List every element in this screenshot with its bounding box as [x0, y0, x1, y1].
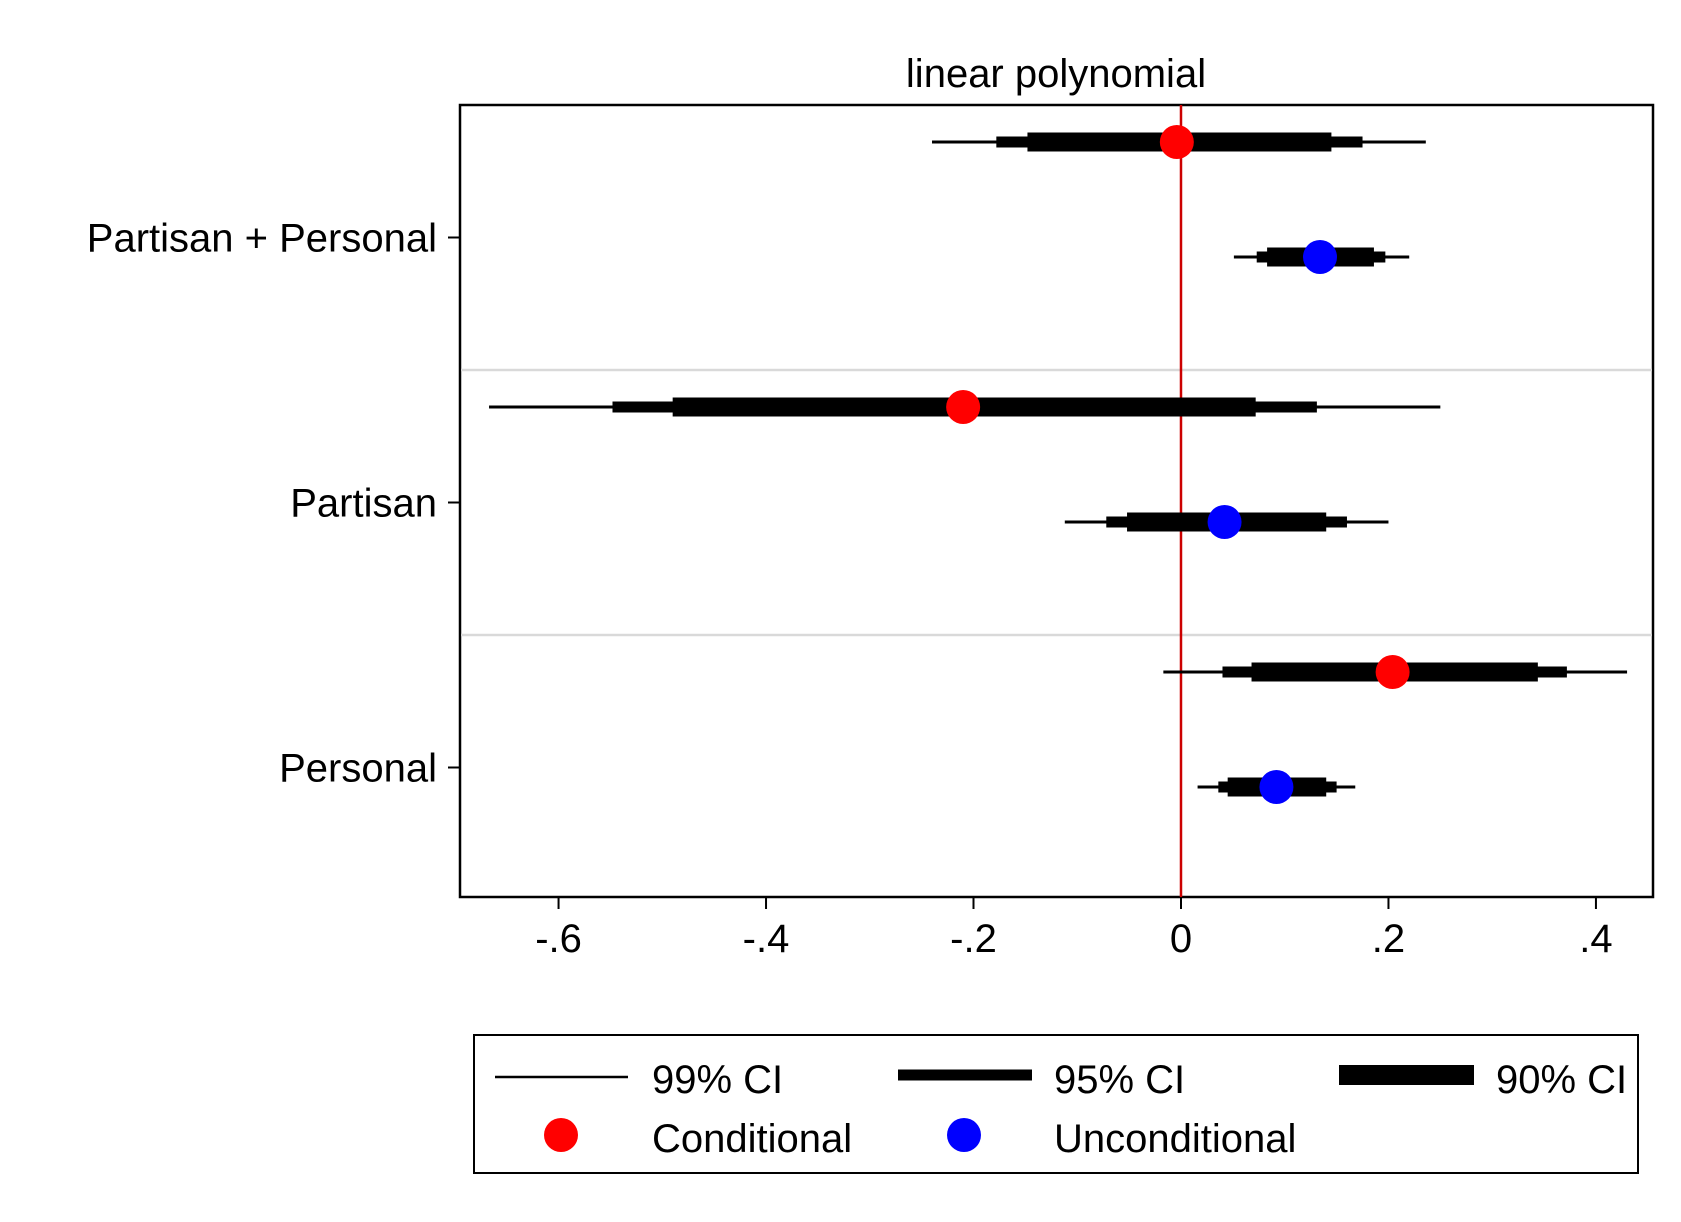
point-estimate-partisan-unconditional [1207, 505, 1242, 539]
x-tick-label: 0 [1170, 917, 1192, 961]
legend-conditional-label: Conditional [652, 1117, 852, 1161]
legend-99ci-label: 99% CI [652, 1058, 783, 1102]
y-tick-label-partisan-personal: Partisan + Personal [87, 217, 437, 261]
x-tick-label: -.4 [743, 917, 790, 961]
estimates-layer [489, 125, 1628, 804]
legend: 99% CI 95% CI 90% CI Conditional Uncondi… [473, 1034, 1639, 1174]
point-estimate-partisan-personal-conditional [1159, 125, 1194, 159]
point-estimate-personal-conditional [1375, 655, 1410, 689]
point-estimate-partisan-personal-unconditional [1302, 240, 1337, 274]
legend-95ci-label: 95% CI [1054, 1058, 1185, 1102]
chart-title: linear polynomial [906, 52, 1206, 96]
y-tick-label-personal: Personal [279, 747, 437, 791]
group-separators [461, 368, 1652, 637]
x-tick-label: .2 [1372, 917, 1405, 961]
legend-conditional-marker [544, 1118, 578, 1152]
x-tick-label: .4 [1579, 917, 1612, 961]
legend-unconditional-marker [947, 1118, 981, 1152]
plot-area [458, 103, 1655, 899]
legend-box [473, 1034, 1639, 1174]
x-axis: -.6 -.4 -.2 0 .2 .4 [535, 897, 1613, 961]
legend-unconditional-label: Unconditional [1054, 1117, 1296, 1161]
point-estimate-personal-unconditional [1259, 770, 1294, 804]
x-tick-label: -.6 [535, 917, 582, 961]
legend-90ci-label: 90% CI [1496, 1058, 1627, 1102]
x-tick-label: -.2 [950, 917, 997, 961]
y-axis: Partisan + Personal Partisan Personal [87, 217, 460, 791]
y-tick-label-partisan: Partisan [290, 482, 437, 526]
point-estimate-partisan-conditional [946, 390, 981, 424]
